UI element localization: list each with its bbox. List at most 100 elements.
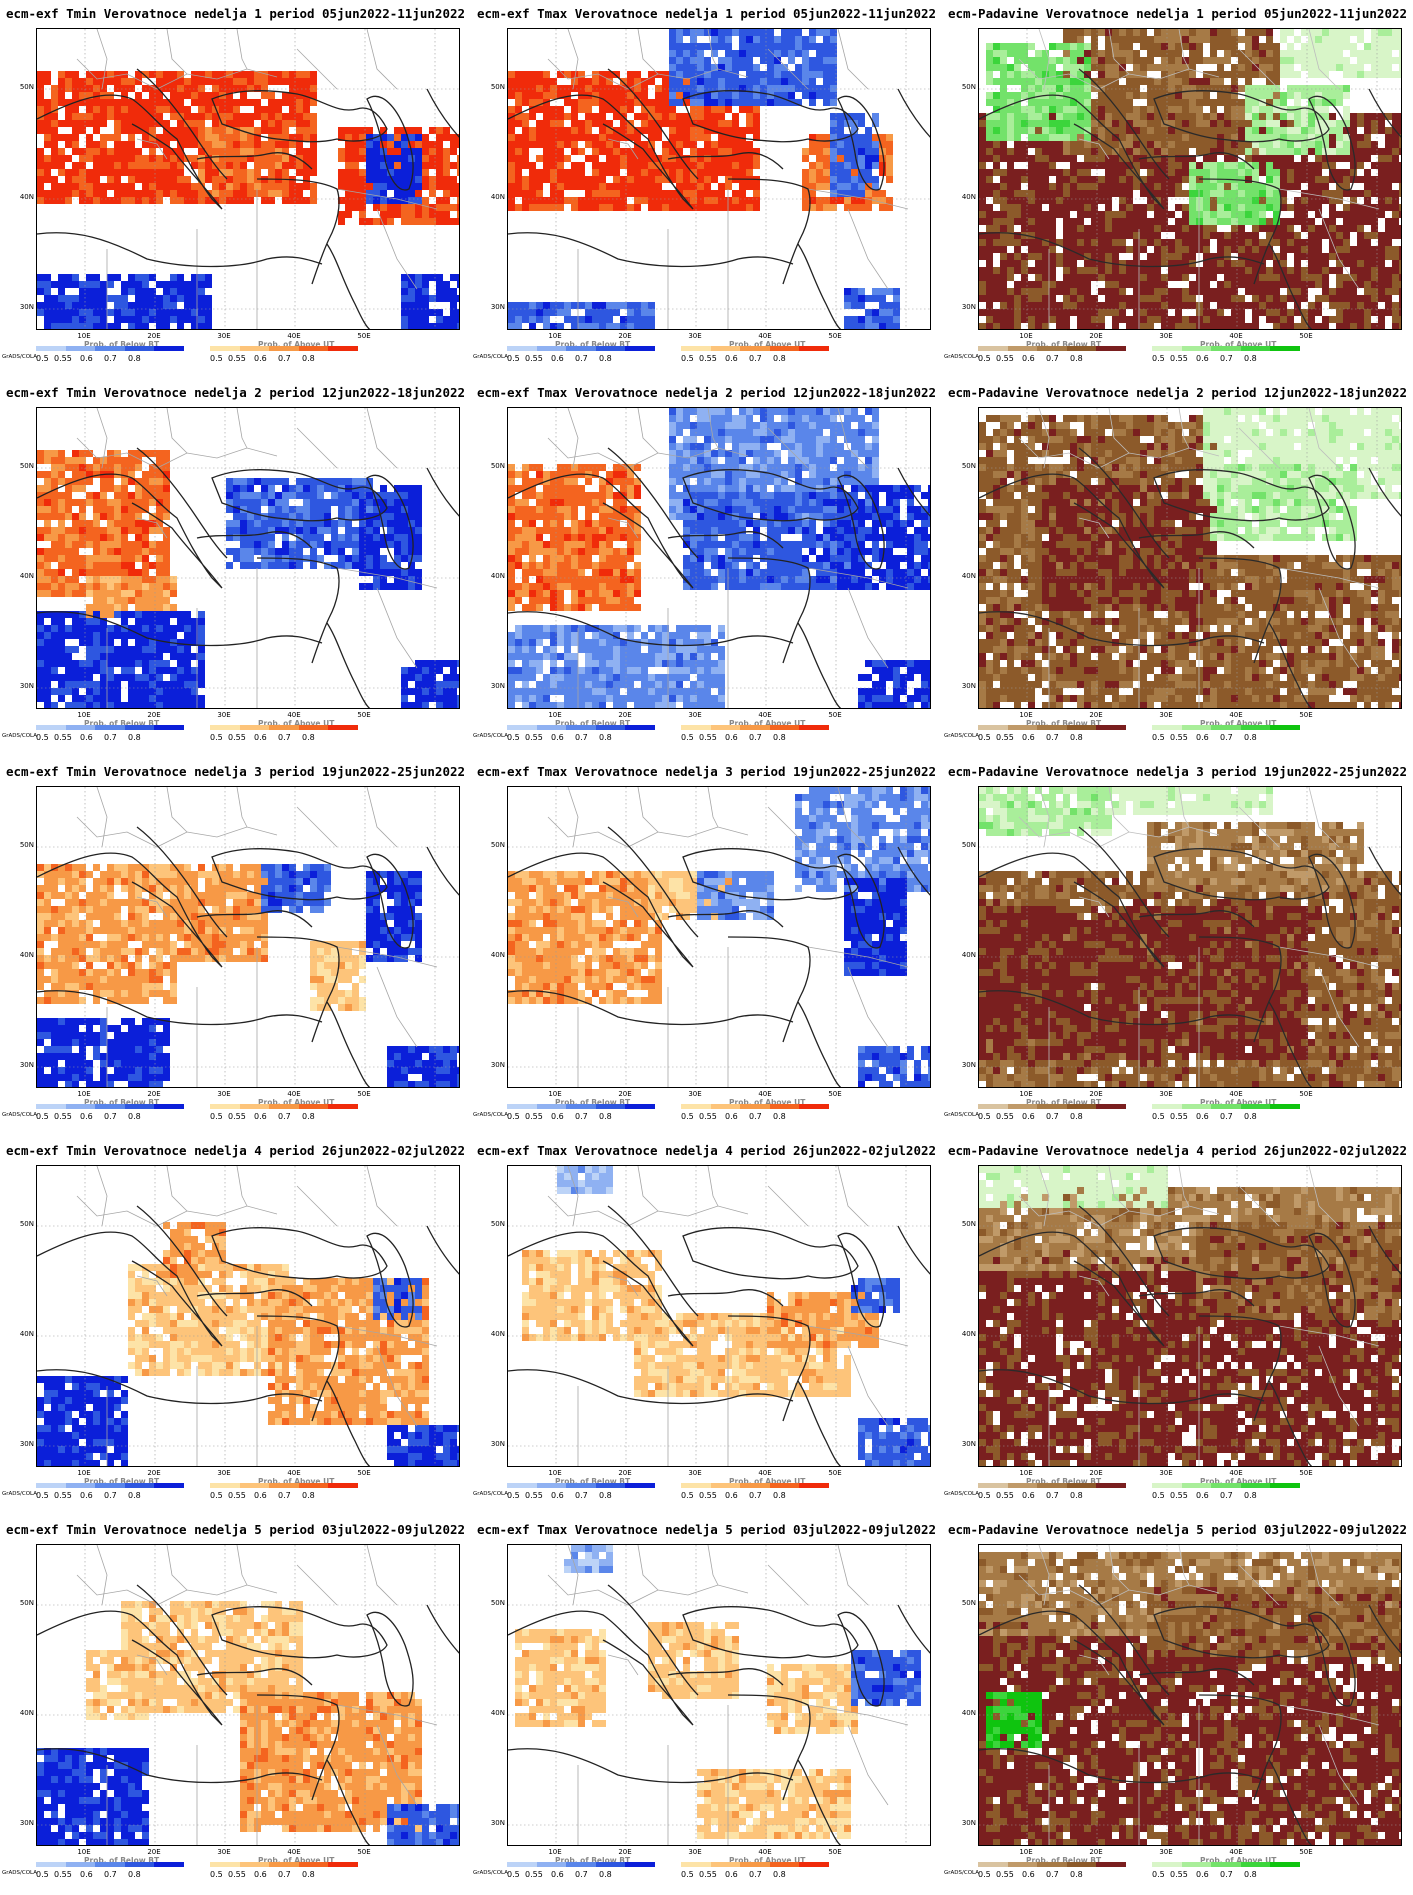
legend: GrADS/COLA Prob. of Below BT 0.5 0.55 0.6 0.7…	[471, 1856, 942, 1886]
legend-value: 0.6	[254, 1870, 267, 1879]
longitude-label: 10E	[548, 1469, 561, 1477]
tmin-probability-map	[36, 407, 460, 709]
legend-swatch	[239, 1483, 270, 1488]
longitude-label: 10E	[548, 332, 561, 340]
legend-value: 0.55	[1170, 733, 1188, 742]
legend-swatch	[681, 725, 711, 730]
latitude-label: 30N	[481, 1819, 505, 1827]
latitude-label: 50N	[481, 83, 505, 91]
latitude-label: 40N	[952, 1709, 976, 1717]
legend-swatch	[328, 346, 358, 351]
legend-value: 0.5	[36, 354, 49, 363]
legend-swatch	[65, 1483, 96, 1488]
legend-value: 0.5	[210, 1870, 223, 1879]
legend-swatch	[978, 725, 1008, 730]
legend-swatch	[595, 1483, 626, 1488]
legend-value: 0.6	[551, 733, 564, 742]
longitude-label: 50E	[1299, 1469, 1312, 1477]
panel-title: ecm-exf Tmin Verovatnoce nedelja 2 perio…	[0, 385, 471, 400]
legend-swatch	[536, 725, 567, 730]
legend-swatch	[740, 1483, 770, 1488]
legend-value: 0.55	[525, 733, 543, 742]
legend-above-title: Prob. of Above UT	[729, 1856, 805, 1865]
legend-swatch	[65, 1862, 96, 1867]
legend-swatch	[124, 346, 155, 351]
panel-title: ecm-exf Tmax Verovatnoce nedelja 3 perio…	[471, 764, 942, 779]
legend-value: 0.7	[1046, 1491, 1059, 1500]
legend-swatch	[1037, 1104, 1067, 1109]
legend-below-bar	[36, 1104, 184, 1109]
tmax-panel-week-1: ecm-exf Tmax Verovatnoce nedelja 1 perio…	[471, 0, 942, 379]
legend-swatch	[507, 346, 537, 351]
latitude-label: 30N	[10, 303, 34, 311]
legend-value: 0.8	[302, 1870, 315, 1879]
latitude-label: 50N	[481, 841, 505, 849]
longitude-label: 50E	[357, 711, 370, 719]
legend-value: 0.7	[1046, 354, 1059, 363]
longitude-label: 30E	[688, 332, 701, 340]
tmin-panel-week-5: ecm-exf Tmin Verovatnoce nedelja 5 perio…	[0, 1516, 471, 1895]
legend-swatch	[566, 346, 596, 351]
longitude-label: 40E	[1229, 1848, 1242, 1856]
legend-value: 0.8	[1244, 1870, 1257, 1879]
tmax-probability-map	[507, 1544, 931, 1846]
legend-below-title: Prob. of Below BT	[555, 340, 630, 349]
latitude-label: 40N	[10, 193, 34, 201]
legend-value: 0.8	[1244, 1491, 1257, 1500]
legend-value: 0.55	[699, 354, 717, 363]
legend-value: 0.8	[599, 1870, 612, 1879]
legend-swatch	[1270, 1862, 1300, 1867]
latitude-label: 30N	[10, 682, 34, 690]
legend-swatch	[269, 1862, 299, 1867]
legend-value: 0.5	[36, 1870, 49, 1879]
legend-value: 0.5	[978, 1491, 991, 1500]
tmax-panel-week-2: ecm-exf Tmax Verovatnoce nedelja 2 perio…	[471, 379, 942, 758]
legend-value: 0.7	[575, 1491, 588, 1500]
legend-above-title: Prob. of Above UT	[258, 719, 334, 728]
legend-swatch	[507, 725, 537, 730]
precipitation-probability-map	[978, 28, 1402, 330]
legend-swatch	[1037, 1483, 1067, 1488]
longitude-label: 50E	[357, 332, 370, 340]
longitude-label: 10E	[77, 1469, 90, 1477]
legend-value: 0.55	[996, 1112, 1014, 1121]
legend-swatch	[681, 1104, 711, 1109]
legend-value: 0.6	[551, 1112, 564, 1121]
legend-value: 0.7	[278, 354, 291, 363]
legend-value: 0.8	[128, 1870, 141, 1879]
precip-panel-week-3: ecm-Padavine Verovatnoce nedelja 3 perio…	[942, 758, 1413, 1137]
legend-value: 0.7	[749, 354, 762, 363]
legend: GrADS/COLA Prob. of Below BT 0.5 0.55 0.6 0.7…	[942, 1098, 1413, 1128]
legend-value: 0.55	[699, 1870, 717, 1879]
legend-swatch	[507, 1104, 537, 1109]
tmax-probability-map	[507, 28, 931, 330]
legend-swatch	[124, 1483, 155, 1488]
legend-above-bar	[1152, 1483, 1300, 1488]
legend-value: 0.5	[1152, 733, 1165, 742]
tmax-probability-map	[507, 786, 931, 1088]
legend-value: 0.5	[681, 733, 694, 742]
map-canvas	[37, 787, 459, 1087]
legend-value: 0.8	[599, 733, 612, 742]
legend-value: 0.5	[210, 733, 223, 742]
legend-above-title: Prob. of Above UT	[1200, 719, 1276, 728]
legend-above-title: Prob. of Above UT	[729, 719, 805, 728]
legend-above-title: Prob. of Above UT	[1200, 1098, 1276, 1107]
grads-credit: GrADS/COLA	[2, 354, 37, 360]
longitude-label: 30E	[217, 1090, 230, 1098]
legend-swatch	[1211, 725, 1241, 730]
legend-swatch	[1066, 1104, 1097, 1109]
latitude-label: 30N	[481, 1440, 505, 1448]
legend-below-bar	[36, 346, 184, 351]
longitude-label: 10E	[1019, 332, 1032, 340]
legend-value: 0.8	[599, 1491, 612, 1500]
latitude-label: 40N	[952, 951, 976, 959]
legend-below-title: Prob. of Below BT	[1026, 1856, 1101, 1865]
legend-above-title: Prob. of Above UT	[258, 1098, 334, 1107]
legend-swatch	[210, 1483, 240, 1488]
latitude-label: 50N	[952, 841, 976, 849]
longitude-label: 10E	[77, 332, 90, 340]
legend-swatch	[1211, 346, 1241, 351]
precipitation-probability-map	[978, 407, 1402, 709]
legend-value: 0.5	[210, 1491, 223, 1500]
